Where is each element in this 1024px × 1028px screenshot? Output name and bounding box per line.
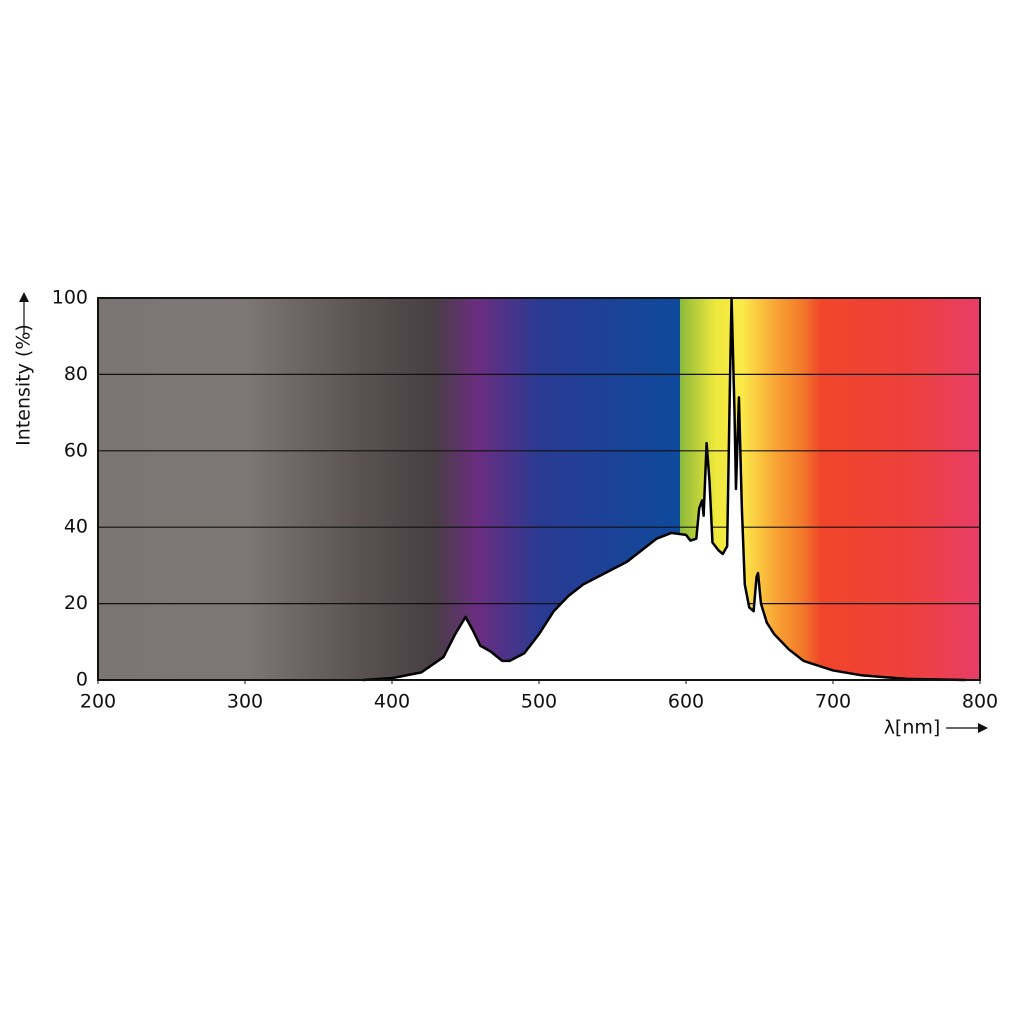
y-tick-label: 20 (64, 592, 88, 614)
y-axis-label: Intensity (%) (13, 324, 35, 446)
x-tick-label: 200 (80, 691, 116, 713)
y-tick-label: 80 (64, 363, 88, 385)
x-tick-label: 400 (374, 691, 410, 713)
x-tick-label: 700 (815, 691, 851, 713)
spectrum-background (98, 298, 980, 680)
x-axis-label: λ[nm] (884, 717, 941, 739)
x-arrow-head (978, 723, 988, 733)
x-tick-label: 500 (521, 691, 557, 713)
x-tick-label: 300 (227, 691, 263, 713)
y-tick-label: 40 (64, 516, 88, 538)
x-tick-label: 600 (668, 691, 704, 713)
x-tick-label: 800 (962, 691, 998, 713)
y-tick-label: 60 (64, 439, 88, 461)
y-tick-label: 0 (76, 669, 88, 691)
y-arrow-head (19, 292, 29, 302)
spectrum-curve (362, 296, 966, 682)
y-tick-label: 100 (52, 287, 88, 309)
